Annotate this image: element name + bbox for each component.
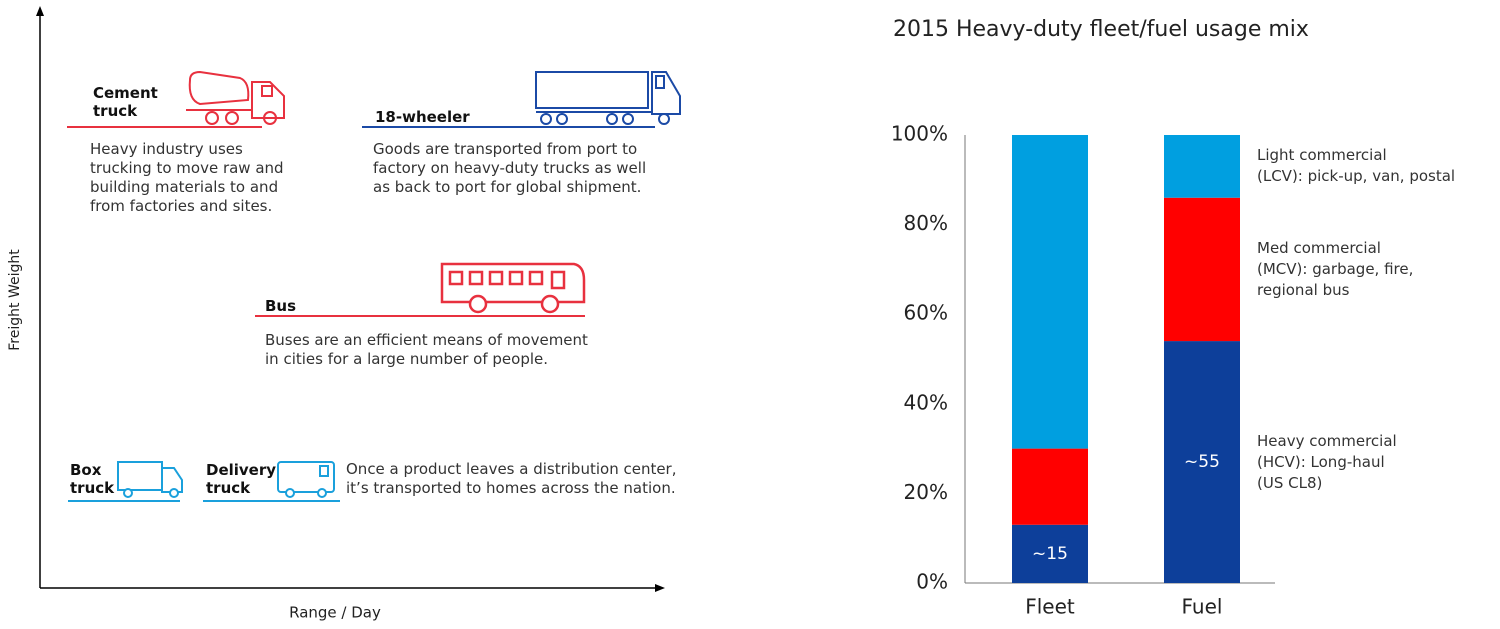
y-tick-label: 100%: [891, 122, 948, 146]
legend-label: Light commercial (LCV): pick-up, van, po…: [1257, 146, 1456, 186]
bar-segment: [1012, 524, 1088, 583]
annotation: ~55: [1184, 452, 1220, 473]
delivery-note: Once a product leaves a distribution cen…: [346, 460, 677, 497]
x-tick-label: Fleet: [1025, 595, 1075, 619]
bar-segment: [1164, 341, 1240, 583]
item-title: Bus: [265, 297, 297, 315]
item-description: Buses are an efficient means of movement…: [265, 331, 588, 368]
bar-segment: [1012, 135, 1088, 449]
y-tick-label: 80%: [904, 211, 948, 235]
delivery-truck-icon: [277, 461, 335, 498]
18-wheeler-icon: [535, 71, 681, 125]
box-truck-icon: [117, 461, 183, 498]
item-title: Cement truck: [93, 84, 158, 120]
bus-icon: [440, 262, 586, 314]
item-description: Goods are transported from port to facto…: [373, 140, 647, 196]
x-axis-label: Range / Day: [289, 604, 381, 622]
annotation: ~15: [1032, 543, 1068, 564]
arrow: [36, 6, 44, 16]
item-description: Heavy industry uses trucking to move raw…: [90, 140, 284, 215]
item-title: Delivery truck: [206, 461, 277, 497]
chart-title: 2015 Heavy-duty fleet/fuel usage mix: [893, 17, 1309, 42]
item-title: Box truck: [70, 461, 115, 497]
legend-label: Med commercial (MCV): garbage, fire, reg…: [1257, 238, 1414, 299]
y-tick-label: 20%: [904, 480, 948, 504]
y-tick-label: 0%: [916, 570, 948, 594]
y-axis-label: Freight Weight: [7, 249, 23, 351]
y-tick-label: 60%: [904, 301, 948, 325]
bar-segment: [1012, 448, 1088, 525]
bar-segment: [1164, 197, 1240, 342]
y-tick-label: 40%: [904, 390, 948, 414]
x-tick-label: Fuel: [1182, 595, 1223, 619]
arrow: [655, 584, 665, 592]
cement-truck-icon: [186, 70, 285, 125]
legend-label: Heavy commercial (HCV): Long-haul (US CL…: [1257, 431, 1397, 492]
bar-segment: [1164, 135, 1240, 198]
item-title: 18-wheeler: [375, 108, 470, 126]
